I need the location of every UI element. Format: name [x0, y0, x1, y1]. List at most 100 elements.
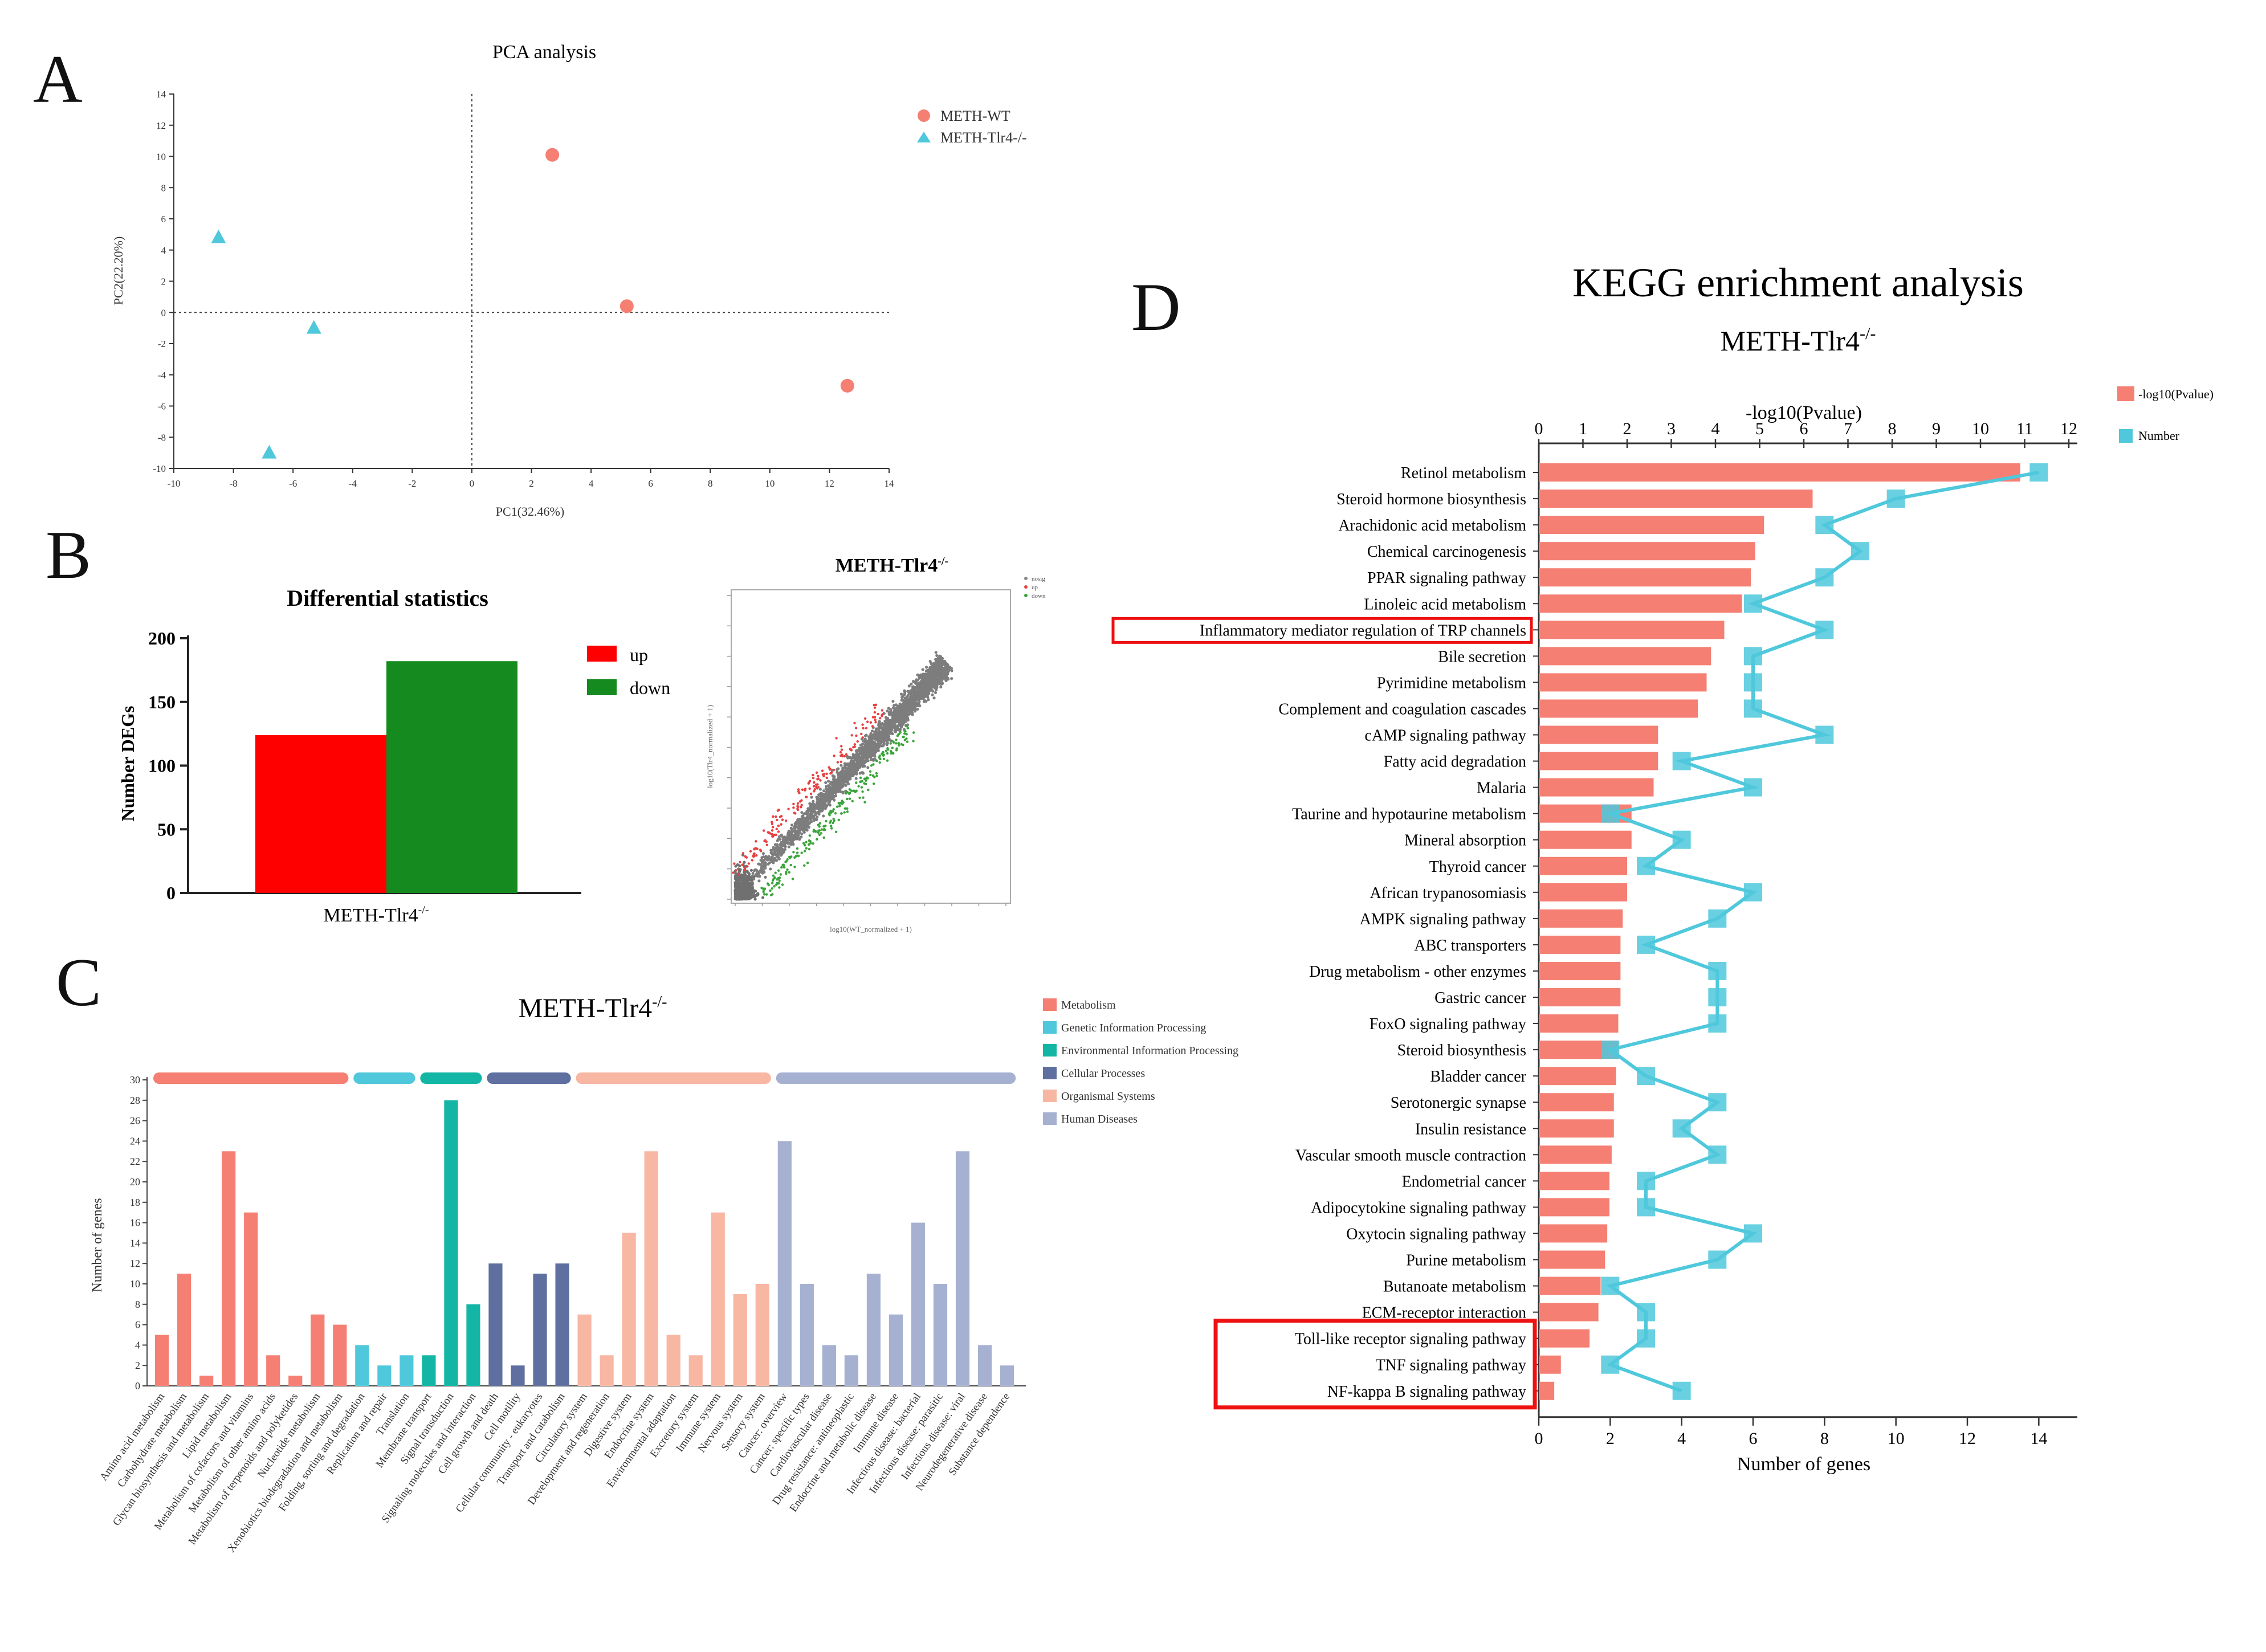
volcano-point-nosig	[940, 682, 944, 686]
volcano-point-nosig	[847, 762, 850, 765]
volcano-point-nosig	[864, 744, 867, 747]
volcano-point-down	[885, 749, 888, 752]
volcano-point-up	[871, 725, 874, 728]
volcano-point-down	[869, 770, 872, 773]
go-group-band	[776, 1072, 1016, 1084]
pca-point-ko	[262, 444, 277, 459]
volcano-point-nosig	[786, 831, 790, 835]
volcano-point-up	[776, 809, 780, 812]
volcano-point-nosig	[930, 662, 933, 666]
volcano-point-nosig	[910, 682, 913, 686]
volcano-point-nosig	[851, 753, 855, 756]
volcano-point-nosig	[818, 788, 822, 791]
kegg-number-marker	[1708, 988, 1727, 1007]
volcano-point-down	[808, 839, 811, 842]
volcano-point-nosig	[735, 894, 739, 898]
diffstats-title: Differential statistics	[287, 585, 488, 611]
volcano-point-down	[765, 893, 768, 896]
volcano-point-nosig	[868, 736, 871, 740]
volcano-point-down	[865, 779, 867, 782]
volcano-point-nosig	[843, 764, 847, 768]
volcano-point-nosig	[920, 697, 923, 700]
volcano-point-nosig	[904, 699, 908, 703]
kegg-number-marker	[1744, 673, 1762, 692]
kegg-category-label: Steroid biosynthesis	[1397, 1042, 1526, 1059]
volcano-point-down	[905, 737, 908, 740]
kegg-top-axis-label: -log10(Pvalue)	[1746, 402, 1862, 423]
volcano-point-down	[858, 796, 861, 800]
volcano-point-nosig	[813, 810, 817, 814]
pca-point-wt	[545, 148, 560, 162]
volcano-point-down	[774, 871, 777, 874]
go-y-tick-label: 26	[130, 1115, 140, 1127]
pca-y-tick-label: -2	[158, 338, 166, 349]
diffstats-bar-down	[386, 661, 517, 893]
volcano-point-nosig	[885, 727, 888, 731]
go-bar	[199, 1376, 214, 1386]
kegg-category-label: Purine metabolism	[1406, 1252, 1526, 1270]
volcano-point-up	[749, 850, 752, 853]
volcano-point-nosig	[934, 670, 937, 674]
volcano-point-nosig	[855, 772, 858, 776]
volcano-point-up	[861, 723, 864, 726]
go-group-band	[153, 1072, 349, 1084]
kegg-category-label: Thyroid cancer	[1429, 858, 1527, 876]
volcano-point-down	[812, 842, 814, 845]
diffstats-bar-up	[255, 735, 386, 893]
volcano-point-nosig	[912, 688, 916, 691]
volcano-point-down	[886, 752, 889, 755]
volcano-point-nosig	[919, 673, 922, 676]
volcano-point-nosig	[834, 781, 837, 785]
go-y-tick-label: 20	[130, 1176, 140, 1188]
kegg-top-tick-label: 7	[1844, 419, 1852, 438]
volcano-point-nosig	[752, 869, 756, 872]
volcano-point-down	[859, 780, 862, 784]
diffstats-y-tick-label: 0	[166, 883, 176, 903]
volcano-point-down	[873, 776, 876, 778]
volcano-point-down	[855, 781, 858, 784]
kegg-category-label: Oxytocin signaling pathway	[1346, 1225, 1526, 1243]
volcano-point-nosig	[839, 790, 842, 794]
volcano-point-up	[861, 736, 864, 739]
volcano-point-nosig	[874, 742, 877, 745]
volcano-point-nosig	[769, 849, 773, 852]
kegg-bar	[1539, 1145, 1612, 1164]
volcano-point-down	[786, 868, 789, 871]
volcano-point-nosig	[771, 856, 774, 860]
go-bar	[911, 1222, 926, 1386]
volcano-point-up	[840, 745, 843, 748]
pca-legend-wt-marker	[918, 109, 930, 122]
volcano-point-nosig	[924, 674, 928, 678]
volcano-point-nosig	[796, 819, 800, 823]
volcano-point-up	[815, 771, 818, 774]
volcano-point-down	[769, 889, 772, 892]
volcano-point-up	[813, 790, 816, 793]
volcano-point-up	[771, 835, 775, 838]
volcano-point-nosig	[812, 800, 815, 803]
volcano-point-up	[825, 772, 828, 776]
volcano-point-nosig	[790, 823, 794, 827]
volcano-point-nosig	[940, 669, 943, 672]
volcano-point-nosig	[762, 860, 765, 864]
volcano-point-nosig	[922, 687, 926, 690]
volcano-point-up	[855, 734, 858, 737]
pca-y-tick-label: 2	[161, 276, 166, 287]
volcano-point-nosig	[793, 835, 797, 839]
volcano-point-nosig	[889, 727, 892, 731]
volcano-point-up	[839, 760, 842, 764]
volcano-point-down	[839, 801, 843, 804]
volcano-point-nosig	[779, 846, 782, 849]
kegg-bar	[1539, 752, 1658, 770]
go-bar	[288, 1376, 303, 1386]
volcano-point-down	[902, 735, 905, 739]
volcano-point-nosig	[927, 671, 931, 675]
kegg-number-marker	[1815, 725, 1834, 744]
kegg-number-marker	[1637, 1067, 1655, 1086]
volcano-point-nosig	[811, 814, 814, 818]
volcano-point-down	[818, 829, 821, 832]
volcano-point-up	[841, 753, 843, 756]
kegg-top-tick-label: 11	[2016, 419, 2033, 438]
pca-y-tick-label: 12	[156, 120, 166, 131]
kegg-category-label: African trypanosomiasis	[1370, 884, 1527, 902]
go-legend-swatch	[1043, 998, 1057, 1011]
